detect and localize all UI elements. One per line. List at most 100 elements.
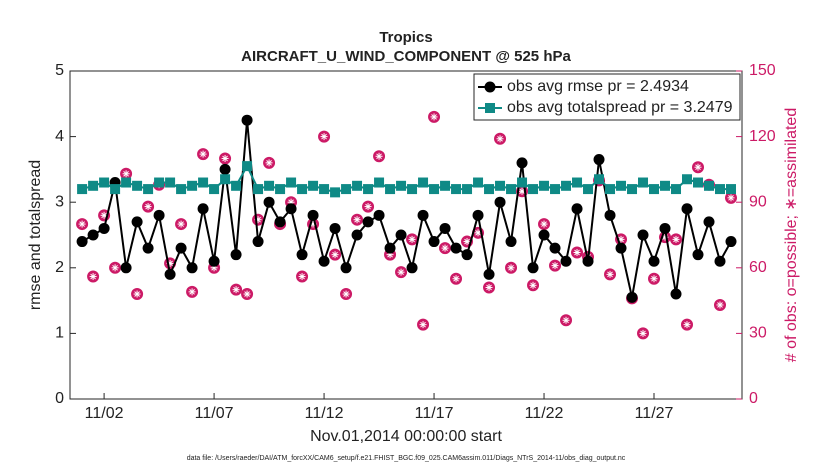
spread-marker <box>473 177 484 188</box>
obs-count-marker <box>329 248 342 261</box>
rmse-marker <box>615 242 627 254</box>
rmse-marker <box>406 262 418 274</box>
spread-marker <box>649 184 660 195</box>
rmse-marker <box>714 255 726 267</box>
rmse-marker <box>593 154 605 166</box>
spread-marker <box>286 177 297 188</box>
rmse-marker <box>582 255 594 267</box>
rmse-marker <box>626 291 638 303</box>
y-axis-label: rmse and totalspread <box>27 160 44 310</box>
asterisk-stroke <box>673 236 679 243</box>
y2-tick-label: 0 <box>749 390 758 407</box>
spread-marker <box>638 177 649 188</box>
rmse-marker <box>604 209 616 221</box>
legend-marker <box>484 81 496 93</box>
rmse-marker <box>208 255 220 267</box>
spread-marker <box>660 180 671 191</box>
y-tick-label: 4 <box>55 128 64 145</box>
rmse-marker <box>285 203 297 215</box>
rmse-marker <box>483 268 495 280</box>
asterisk-stroke <box>222 155 228 162</box>
y2-tick-label: 90 <box>749 193 767 210</box>
asterisk-stroke <box>123 170 129 177</box>
obs-count-marker <box>571 246 584 259</box>
obs-count-marker <box>681 318 694 331</box>
obs-count-marker <box>296 270 309 283</box>
spread-marker <box>396 180 407 191</box>
spread-marker <box>198 177 209 188</box>
spread-marker <box>253 184 264 195</box>
rmse-marker <box>648 255 660 267</box>
spread-marker <box>550 184 561 195</box>
asterisk-stroke <box>475 229 481 236</box>
asterisk-stroke <box>728 194 734 201</box>
spread-marker <box>209 184 220 195</box>
obs-count-marker <box>219 152 232 165</box>
y-tick-label: 5 <box>55 62 64 79</box>
obs-count-marker <box>549 259 562 272</box>
rmse-marker <box>175 242 187 254</box>
rmse-marker <box>362 216 374 228</box>
obs-count-marker <box>142 200 155 213</box>
rmse-marker <box>538 229 550 241</box>
obs-count-marker <box>76 218 89 231</box>
spread-marker <box>143 184 154 195</box>
spread-marker <box>715 184 726 195</box>
rmse-marker <box>351 229 363 241</box>
rmse-marker <box>560 255 572 267</box>
asterisk-stroke <box>145 203 151 210</box>
spread-marker <box>616 180 627 191</box>
spread-marker <box>220 174 231 185</box>
rmse-marker <box>230 249 242 261</box>
rmse-marker <box>87 229 99 241</box>
asterisk-stroke <box>299 273 305 280</box>
y2-tick-label: 30 <box>749 325 767 342</box>
obs-count-marker <box>527 279 540 292</box>
y2-tick-label: 150 <box>749 62 776 79</box>
spread-marker <box>374 177 385 188</box>
obs-count-marker <box>428 110 441 123</box>
asterisk-stroke <box>233 286 239 293</box>
y-tick-label: 2 <box>55 259 64 276</box>
obs-count-marker <box>560 314 573 327</box>
x-tick-label: 11/22 <box>525 405 564 422</box>
y2-tick-label: 120 <box>749 128 776 145</box>
asterisk-stroke <box>695 164 701 171</box>
spread-marker <box>495 180 506 191</box>
rmse-marker <box>659 222 671 234</box>
spread-marker <box>99 177 110 188</box>
asterisk-stroke <box>574 249 580 256</box>
rmse-marker <box>428 236 440 248</box>
rmse-marker <box>516 157 528 169</box>
rmse-marker <box>296 249 308 261</box>
rmse-marker <box>670 288 682 300</box>
obs-count-marker <box>241 288 254 301</box>
obs-count-marker <box>186 285 199 298</box>
x-tick-label: 11/07 <box>195 405 234 422</box>
spread-marker <box>341 184 352 195</box>
spread-marker <box>583 184 594 195</box>
asterisk-stroke <box>684 321 690 328</box>
obs-count-marker <box>670 233 683 246</box>
rmse-marker <box>505 236 517 248</box>
spread-marker <box>407 184 418 195</box>
rmse-marker <box>439 222 451 234</box>
obs-count-marker <box>439 242 452 255</box>
rmse-marker <box>461 249 473 261</box>
asterisk-stroke <box>398 269 404 276</box>
x-tick-label: 11/02 <box>85 405 124 422</box>
obs-count-marker <box>604 268 617 281</box>
rmse-marker <box>329 222 341 234</box>
spread-marker <box>726 184 737 195</box>
rmse-marker <box>252 236 264 248</box>
obs-count-marker <box>395 266 408 279</box>
asterisk-stroke <box>321 133 327 140</box>
spread-marker <box>110 184 121 195</box>
spread-marker <box>176 184 187 195</box>
spread-marker <box>462 184 473 195</box>
obs-count-marker <box>120 167 133 180</box>
rmse-marker <box>373 209 385 221</box>
rmse-marker <box>307 209 319 221</box>
spread-marker <box>231 180 242 191</box>
